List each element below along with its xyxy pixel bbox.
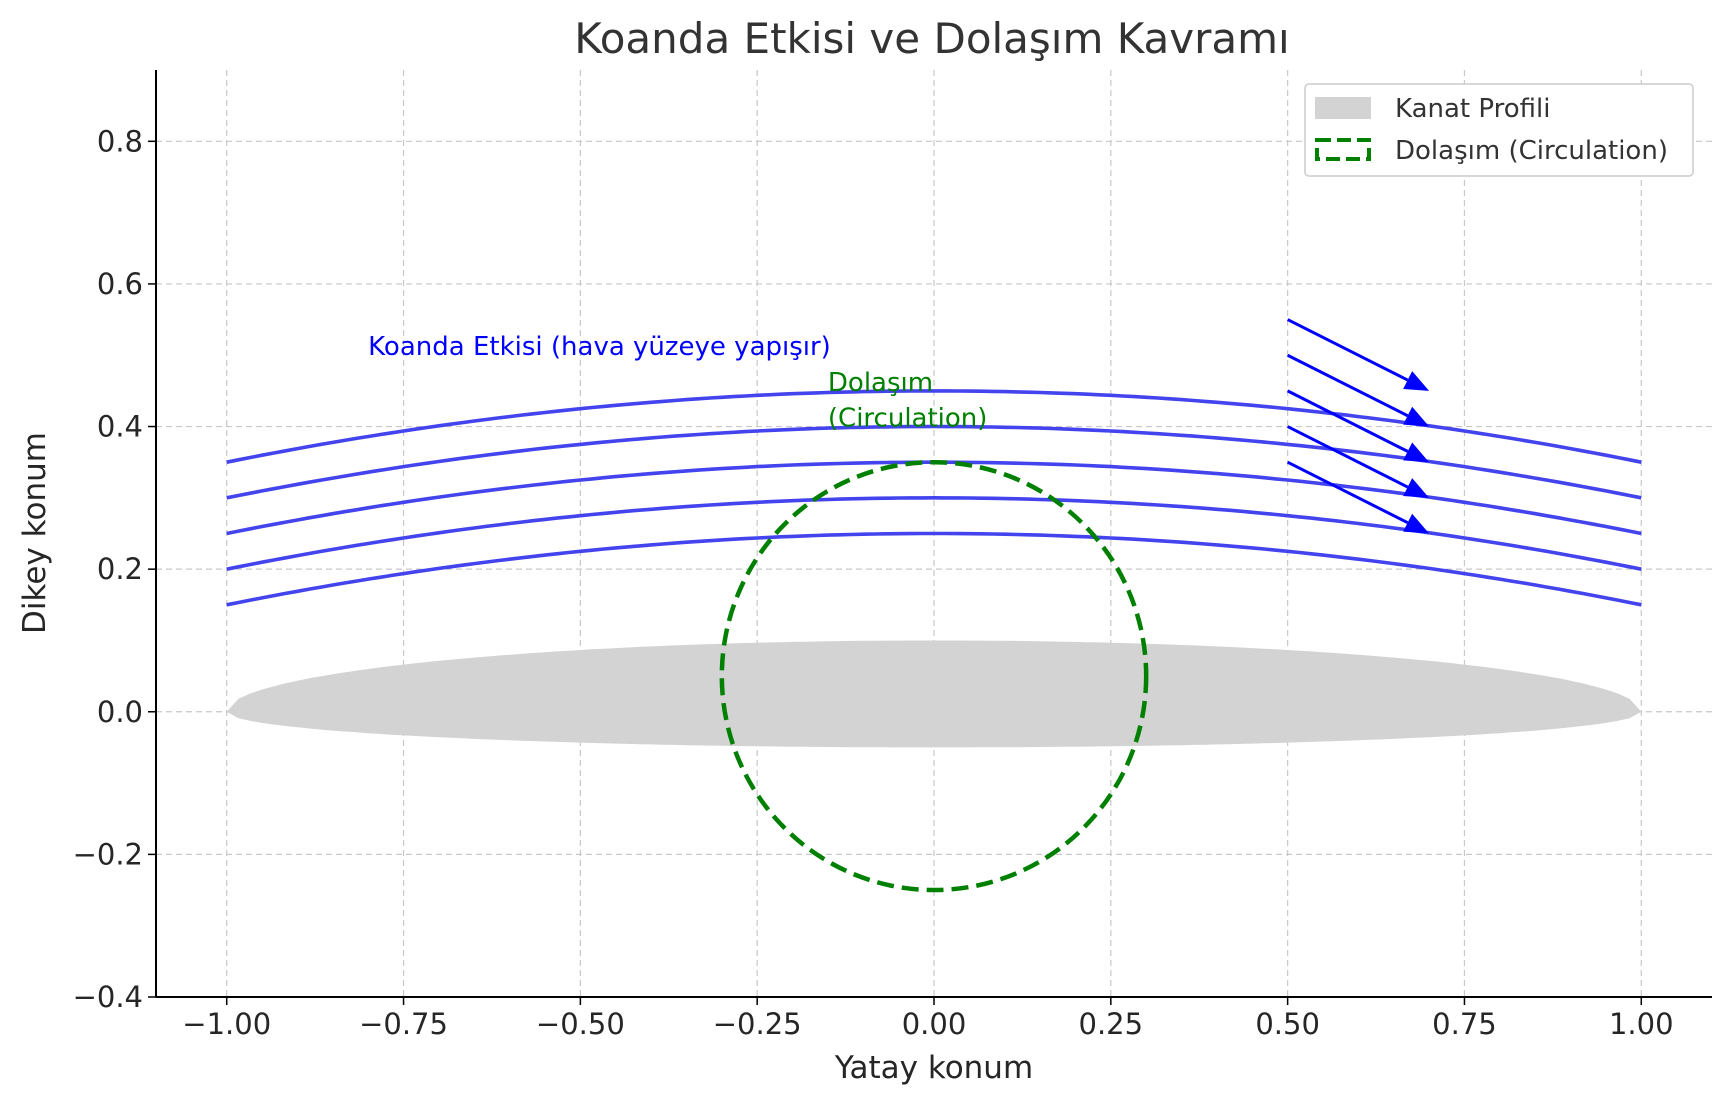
legend-swatch-airfoil [1315,97,1371,119]
legend-label-airfoil: Kanat Profili [1395,94,1550,124]
x-tick-label: −0.50 [536,1007,625,1041]
legend-swatch-circulation [1315,138,1371,161]
x-tick-label: 1.00 [1609,1007,1674,1041]
y-ticks: −0.4 −0.2 0.0 0.2 0.4 0.6 0.8 [73,124,156,1014]
flow-arrow-head [1403,442,1430,463]
circulation-circle [719,459,1149,893]
circulation-layer [719,459,1149,893]
annotation-circulation: (Circulation) [828,404,988,434]
flow-arrow-head [1403,478,1430,498]
streamline [226,531,1642,607]
flow-arrow-head [1403,513,1430,534]
flow-arrow-head [1403,371,1430,391]
chart-title: Koanda Etkisi ve Dolaşım Kavramı [574,14,1289,63]
x-tick-label: 0.75 [1432,1007,1497,1041]
x-tick-label: −0.25 [713,1007,802,1041]
annotation-layer: Koanda Etkisi (hava yüzeye yapışır) Dolaş… [368,332,987,433]
grid [156,70,1712,998]
x-tick-label: 0.50 [1255,1007,1320,1041]
legend: Kanat Profili Dolaşım (Circulation) [1304,83,1694,177]
y-tick-label: 0.4 [97,410,143,444]
airfoil-layer [226,640,1642,748]
y-tick-label: 0.2 [97,552,143,586]
flow-arrow-shaft [1286,389,1409,453]
x-tick-label: 0.00 [902,1007,967,1041]
flow-arrow [1286,389,1430,463]
flow-arrow-shaft [1286,353,1409,418]
annotation-circulation: Dolaşım [828,368,933,398]
legend-box [1304,83,1694,177]
y-tick-label: −0.4 [73,980,143,1014]
arrow-layer [1286,318,1430,534]
x-tick-label: −0.75 [359,1007,448,1041]
flow-arrow-head [1403,406,1430,427]
y-tick-label: 0.6 [97,267,143,301]
airfoil-profile [226,640,1642,748]
x-tick-label: 0.25 [1079,1007,1144,1041]
legend-label-circulation: Dolaşım (Circulation) [1395,136,1668,166]
flow-arrow [1286,425,1430,498]
flow-arrow-shaft [1286,318,1409,382]
x-tick-label: −1.00 [182,1007,271,1041]
y-tick-label: 0.8 [97,124,143,158]
annotation-coanda: Koanda Etkisi (hava yüzeye yapışır) [368,332,831,362]
x-ticks: −1.00 −0.75 −0.50 −0.25 0.00 0.25 0.50 0.75 1.00 [182,997,1674,1041]
flow-arrow [1286,318,1430,391]
y-tick-label: 0.0 [97,695,143,729]
y-tick-label: −0.2 [73,837,143,871]
flow-arrow-shaft [1286,460,1409,525]
flow-arrow [1286,460,1430,534]
y-axis-title: Dikey konum [17,432,53,634]
flow-arrow [1286,353,1430,427]
flow-arrow-shaft [1286,425,1409,489]
x-axis-title: Yatay konum [834,1050,1033,1086]
